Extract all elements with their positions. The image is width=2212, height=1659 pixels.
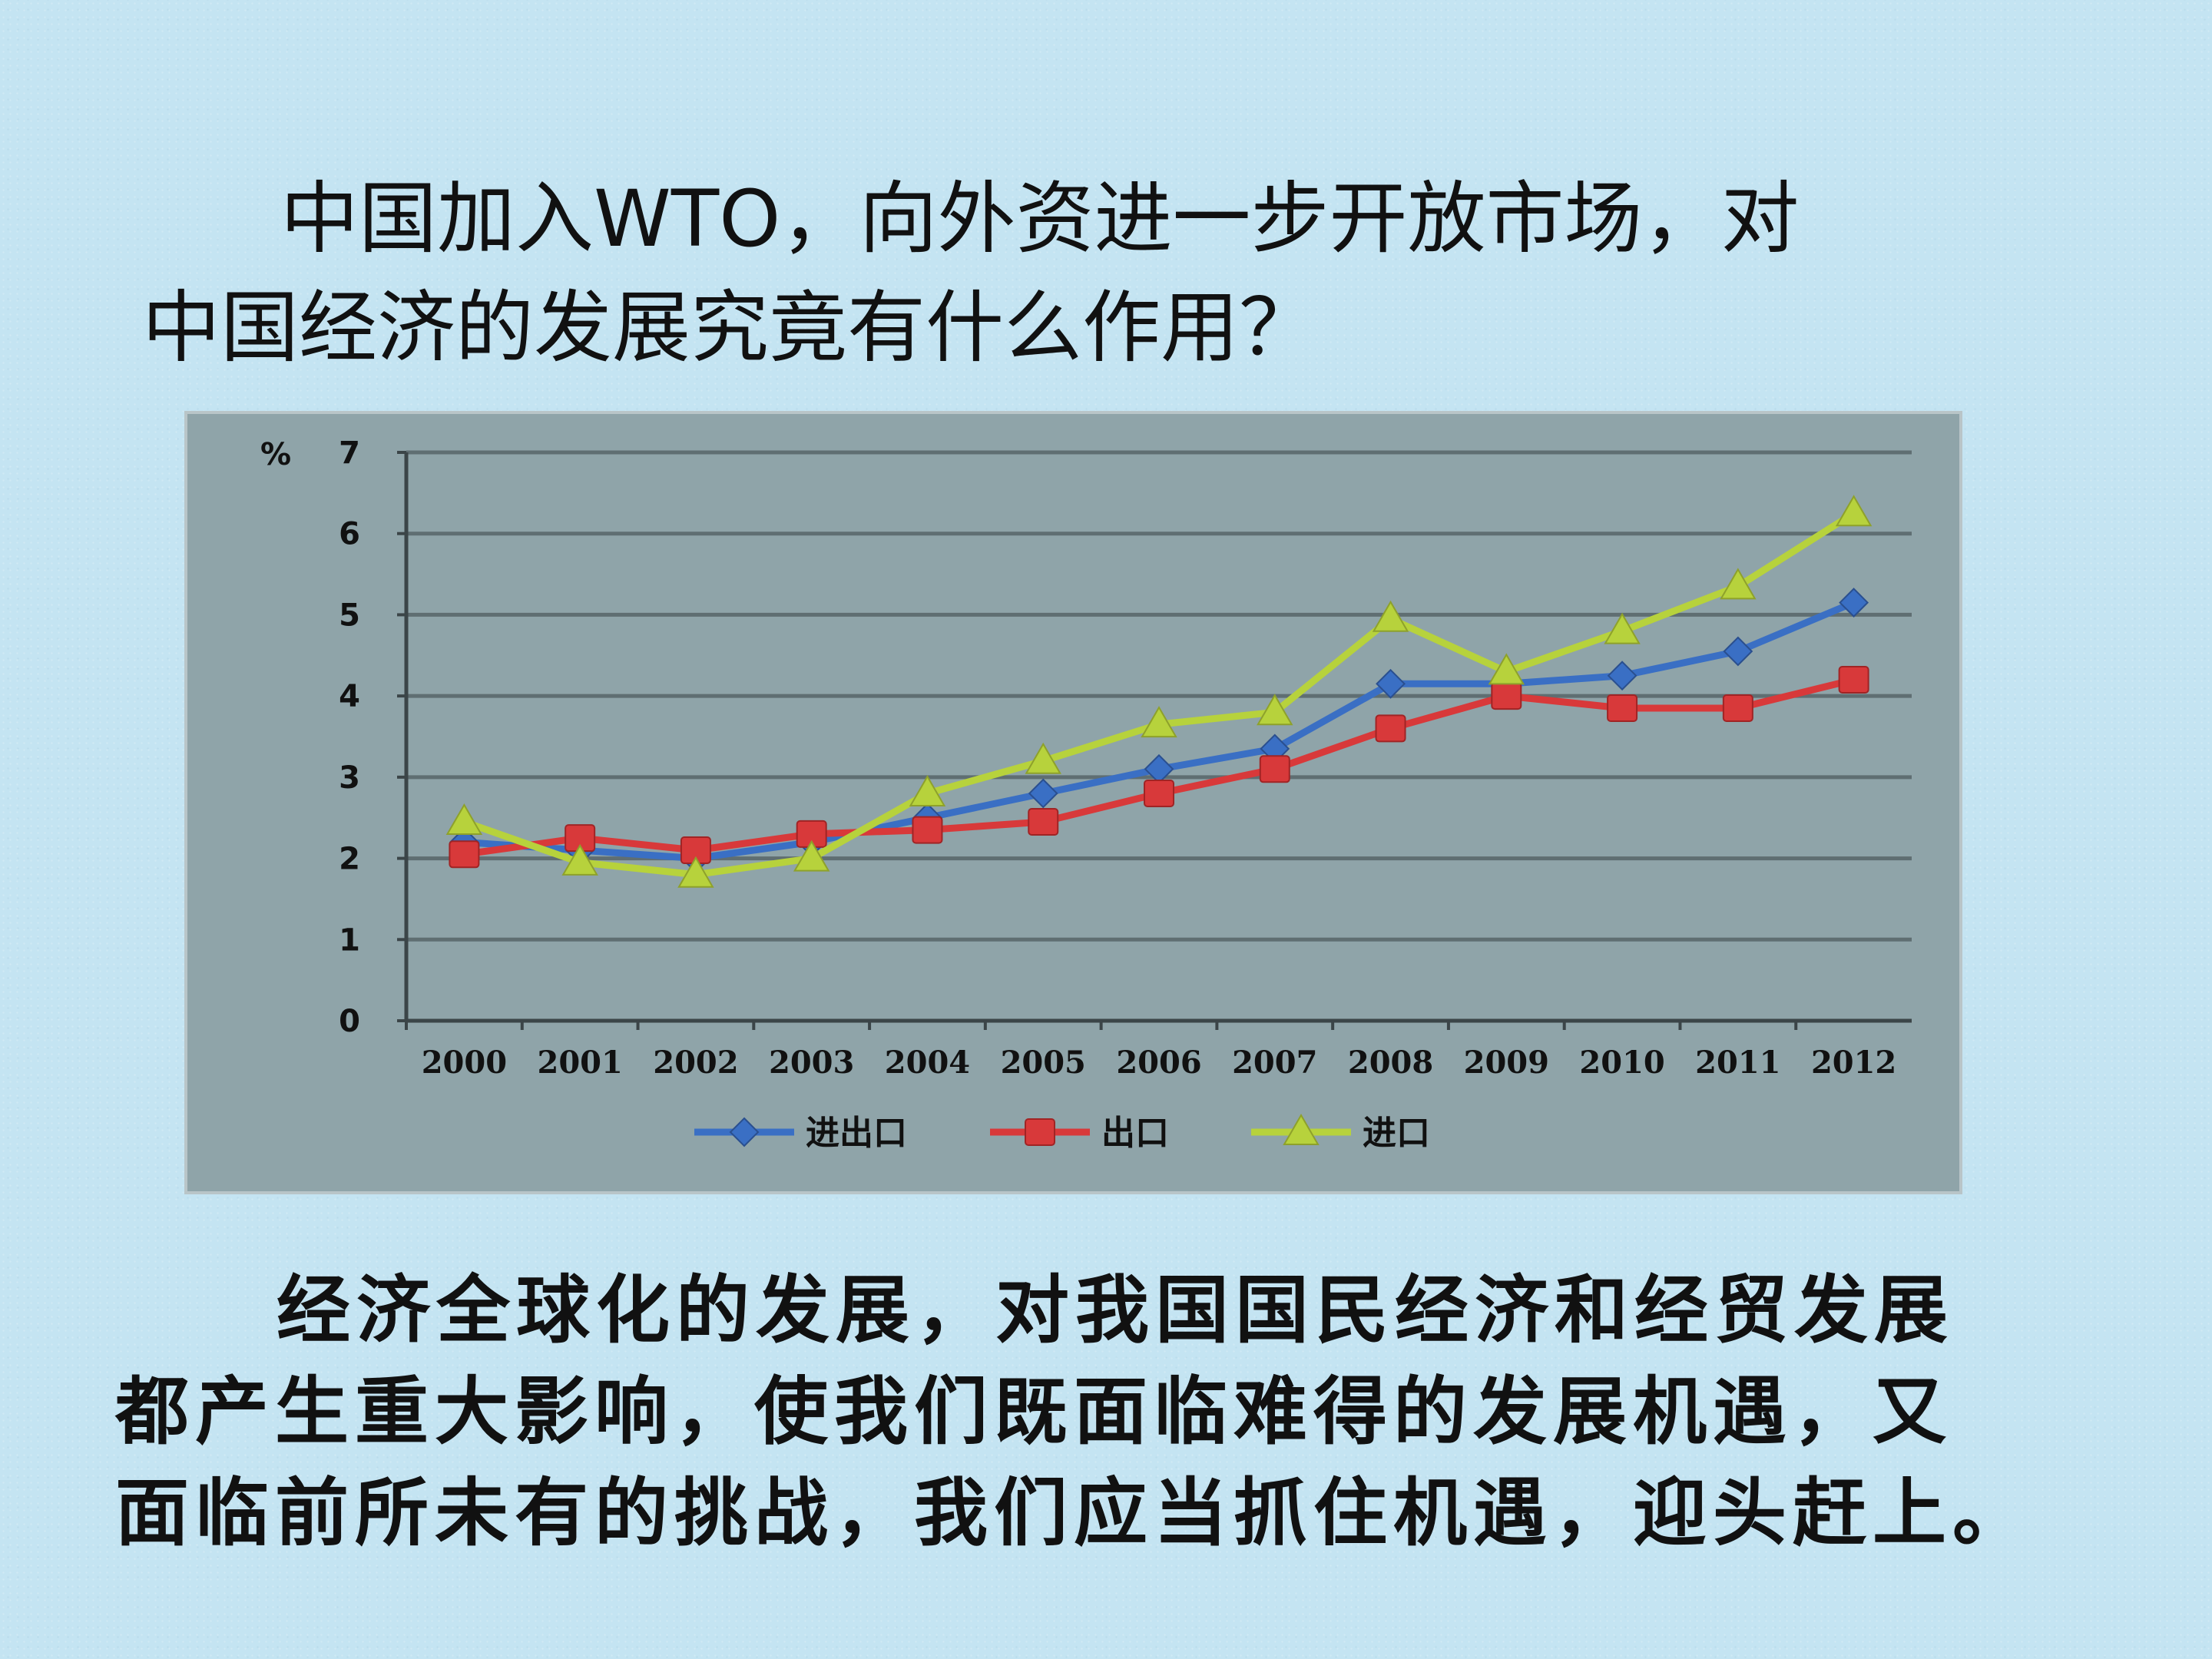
data-point bbox=[449, 840, 480, 869]
answer-text: 经济全球化的发展，对我国国民经济和经贸发展 都产生重大影响，使我们既面临难得的发… bbox=[115, 1260, 2189, 1564]
data-point bbox=[1838, 666, 1869, 694]
x-tick-label: 2003 bbox=[769, 1045, 854, 1081]
data-point bbox=[1607, 694, 1638, 722]
data-point bbox=[561, 843, 598, 876]
data-point bbox=[912, 816, 943, 844]
x-tick-label: 2009 bbox=[1464, 1045, 1549, 1081]
legend-marker bbox=[729, 1117, 760, 1147]
data-point bbox=[1028, 778, 1058, 809]
data-point bbox=[1604, 612, 1641, 644]
data-point bbox=[1257, 694, 1293, 726]
y-tick-label: 1 bbox=[339, 922, 360, 958]
trade-line-chart: 0 1 2 3 4 5 6 7% 2000 2001 2002 2003 2004 2005 2006 200… bbox=[184, 411, 1962, 1194]
legend-label: 进出口 bbox=[806, 1114, 907, 1153]
data-point bbox=[677, 856, 714, 888]
x-tick-label: 2005 bbox=[1001, 1045, 1086, 1081]
x-tick-label: 2002 bbox=[653, 1045, 738, 1081]
x-tick-label: 2007 bbox=[1232, 1045, 1317, 1081]
data-point bbox=[1259, 755, 1290, 783]
data-point bbox=[1375, 714, 1406, 743]
data-point bbox=[1488, 653, 1525, 685]
legend-marker bbox=[1025, 1118, 1055, 1146]
legend-marker bbox=[1283, 1114, 1320, 1145]
x-tick-label: 2011 bbox=[1695, 1045, 1780, 1081]
legend-label: 进口 bbox=[1363, 1114, 1430, 1153]
x-tick-label: 2012 bbox=[1811, 1045, 1896, 1081]
data-point bbox=[1722, 694, 1753, 722]
y-tick-label: 7 bbox=[339, 435, 360, 471]
data-point bbox=[909, 775, 946, 806]
chart-canvas: 0 1 2 3 4 5 6 7% 2000 2001 2002 2003 2004 2005 2006 200… bbox=[187, 414, 1959, 1191]
data-point bbox=[1025, 742, 1061, 774]
data-point bbox=[1723, 636, 1753, 667]
data-point bbox=[1141, 706, 1177, 738]
data-point bbox=[1028, 808, 1059, 836]
x-tick-label: 2006 bbox=[1116, 1045, 1201, 1081]
data-point bbox=[1839, 588, 1869, 618]
y-tick-label: 3 bbox=[339, 760, 360, 796]
data-point bbox=[793, 839, 830, 872]
y-tick-label: 2 bbox=[339, 842, 360, 877]
y-axis-unit-label: % bbox=[260, 437, 291, 472]
answer-line-2: 都产生重大影响，使我们既面临难得的发展机遇，又 bbox=[115, 1368, 1952, 1455]
x-tick-label: 2010 bbox=[1579, 1045, 1664, 1081]
x-tick-label: 2008 bbox=[1348, 1045, 1433, 1081]
data-point bbox=[1144, 780, 1174, 807]
x-tick-label: 2000 bbox=[422, 1045, 507, 1081]
data-point bbox=[1376, 668, 1406, 699]
data-point bbox=[1835, 495, 1873, 527]
answer-line-1: 经济全球化的发展，对我国国民经济和经贸发展 bbox=[276, 1267, 1954, 1353]
y-tick-label: 6 bbox=[339, 517, 360, 552]
data-point bbox=[445, 803, 483, 835]
y-tick-label: 4 bbox=[339, 679, 360, 714]
data-point bbox=[1607, 661, 1637, 691]
data-point bbox=[1491, 682, 1522, 710]
question-text: 中国加入WTO，向外资进一步开放市场，对 中国经济的发展究竟有什么作用？ bbox=[142, 165, 1985, 383]
answer-line-3: 面临前所未有的挑战，我们应当抓住机遇，迎头赶上。 bbox=[115, 1469, 2032, 1556]
x-tick-label: 2004 bbox=[885, 1045, 970, 1081]
x-tick-label: 2001 bbox=[537, 1045, 622, 1081]
y-tick-label: 5 bbox=[339, 598, 360, 633]
data-point bbox=[1372, 600, 1409, 632]
y-tick-label: 0 bbox=[339, 1004, 360, 1039]
question-line-1: 中国加入WTO，向外资进一步开放市场，对 bbox=[280, 174, 1800, 265]
legend-label: 出口 bbox=[1101, 1114, 1169, 1153]
data-point bbox=[1720, 568, 1757, 600]
question-line-2: 中国经济的发展究竟有什么作用？ bbox=[142, 283, 1317, 374]
